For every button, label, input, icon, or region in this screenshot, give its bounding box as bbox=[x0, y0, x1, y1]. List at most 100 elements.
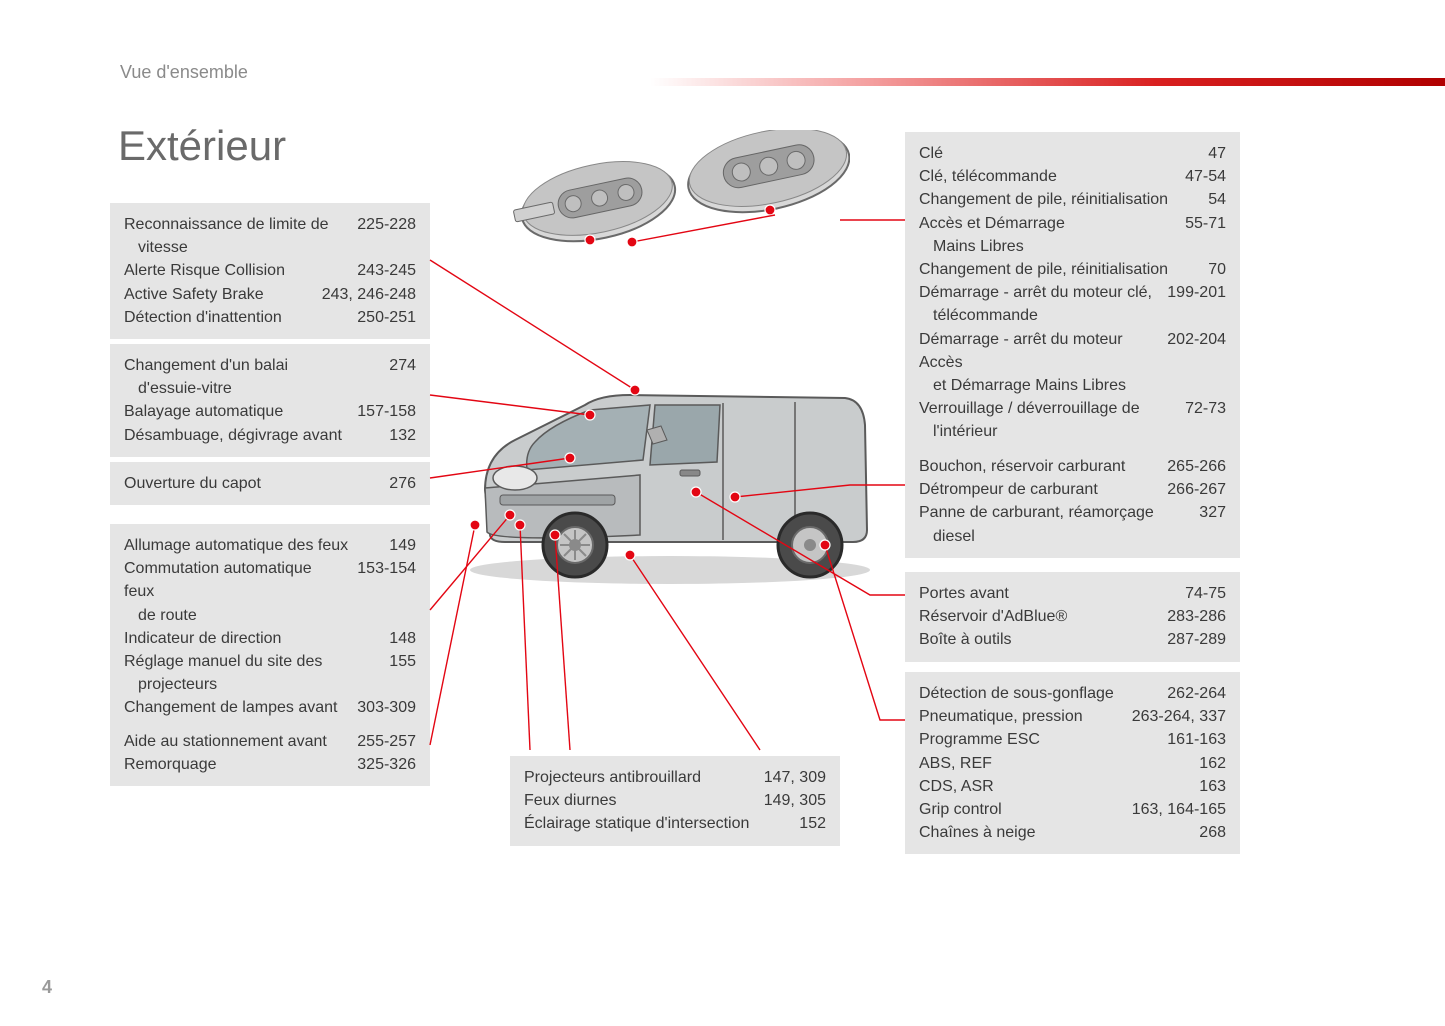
panel-keys: Clé47Clé, télécommande47-54Changement de… bbox=[905, 132, 1240, 477]
index-row: Balayage automatique157-158 bbox=[124, 400, 416, 423]
index-page: 70 bbox=[1208, 258, 1226, 281]
index-label: Désambuage, dégivrage avant bbox=[124, 424, 377, 447]
index-page: 262-264 bbox=[1167, 682, 1226, 705]
index-row: Pneumatique, pression263-264, 337 bbox=[919, 705, 1226, 728]
index-label: Clé, télécommande bbox=[919, 165, 1173, 188]
index-label: Indicateur de direction bbox=[124, 627, 377, 650]
index-row: Feux diurnes149, 305 bbox=[524, 789, 826, 812]
index-row: CDS, ASR 163 bbox=[919, 775, 1226, 798]
index-row: Changement de lampes avant303-309 bbox=[124, 696, 416, 719]
index-row: ABS, REF162 bbox=[919, 752, 1226, 775]
index-label: Détection de sous-gonflage bbox=[919, 682, 1155, 705]
index-label: Changement de pile, réinitialisation bbox=[919, 258, 1196, 281]
index-row: Changement de pile, réinitialisation 70 bbox=[919, 258, 1226, 281]
index-page: 325-326 bbox=[357, 753, 416, 776]
index-row: Éclairage statique d'intersection152 bbox=[524, 812, 826, 835]
index-page: 266-267 bbox=[1167, 478, 1226, 501]
index-row: Programme ESC 161-163 bbox=[919, 728, 1226, 751]
index-label: Détrompeur de carburant bbox=[919, 478, 1155, 501]
index-page: 225-228 bbox=[357, 213, 416, 259]
index-label: Remorquage bbox=[124, 753, 345, 776]
index-page: 243, 246-248 bbox=[322, 283, 416, 306]
index-row: Reconnaissance de limite devitesse 225-22… bbox=[124, 213, 416, 259]
index-page: 161-163 bbox=[1167, 728, 1226, 751]
index-page: 155 bbox=[389, 650, 416, 696]
index-label: Accès et DémarrageMains Libres bbox=[919, 212, 1173, 258]
page-title: Extérieur bbox=[118, 122, 286, 170]
index-page: 54 bbox=[1208, 188, 1226, 211]
index-page: 47 bbox=[1208, 142, 1226, 165]
index-page: 149, 305 bbox=[764, 789, 826, 812]
index-page: 157-158 bbox=[357, 400, 416, 423]
index-row: Accès et DémarrageMains Libres 55-71 bbox=[919, 212, 1226, 258]
index-page: 132 bbox=[389, 424, 416, 447]
index-label: Active Safety Brake bbox=[124, 283, 310, 306]
index-row: Indicateur de direction 148 bbox=[124, 627, 416, 650]
page-number: 4 bbox=[42, 977, 52, 998]
index-page: 276 bbox=[389, 472, 416, 495]
panel-tyres: Détection de sous-gonflage262-264Pneumat… bbox=[905, 672, 1240, 854]
index-label: Pneumatique, pression bbox=[919, 705, 1120, 728]
index-row: Portes avant 74-75 bbox=[919, 582, 1226, 605]
index-row: Changement de pile, réinitialisation 54 bbox=[919, 188, 1226, 211]
index-page: 250-251 bbox=[357, 306, 416, 329]
index-page: 199-201 bbox=[1167, 281, 1226, 327]
index-label: Programme ESC bbox=[919, 728, 1155, 751]
panel-doors: Portes avant 74-75 Réservoir d'AdBlue® 283-… bbox=[905, 572, 1240, 662]
index-row: Détection de sous-gonflage 262-264 bbox=[919, 682, 1226, 705]
index-row: Chaînes à neige268 bbox=[919, 821, 1226, 844]
index-page: 162 bbox=[1199, 752, 1226, 775]
index-page: 287-289 bbox=[1167, 628, 1226, 651]
index-label: Verrouillage / déverrouillage del'intéri… bbox=[919, 397, 1173, 443]
index-label: Boîte à outils bbox=[919, 628, 1155, 651]
index-page: 148 bbox=[389, 627, 416, 650]
index-page: 72-73 bbox=[1185, 397, 1226, 443]
index-row: Démarrage - arrêt du moteur clé,télécomm… bbox=[919, 281, 1226, 327]
index-page: 265-266 bbox=[1167, 455, 1226, 478]
index-label: Réservoir d'AdBlue® bbox=[919, 605, 1155, 628]
index-label: Clé bbox=[919, 142, 1196, 165]
index-label: Portes avant bbox=[919, 582, 1173, 605]
index-row: Détrompeur de carburant 266-267 bbox=[919, 478, 1226, 501]
index-label: Détection d'inattention bbox=[124, 306, 345, 329]
index-row: Réglage manuel du site desprojecteurs 155 bbox=[124, 650, 416, 696]
index-page: 163, 164-165 bbox=[1132, 798, 1226, 821]
index-row: Projecteurs antibrouillard147, 309 bbox=[524, 766, 826, 789]
index-page: 55-71 bbox=[1185, 212, 1226, 258]
index-page: 163 bbox=[1199, 775, 1226, 798]
section-header: Vue d'ensemble bbox=[120, 62, 248, 83]
index-page: 327 bbox=[1199, 501, 1226, 547]
index-label: Changement d'un balaid'essuie-vitre bbox=[124, 354, 377, 400]
index-row: Changement d'un balaid'essuie-vitre 274 bbox=[124, 354, 416, 400]
index-row: Bouchon, réservoir carburant 265-266 bbox=[919, 455, 1226, 478]
index-row: Grip control163, 164-165 bbox=[919, 798, 1226, 821]
index-label: Changement de lampes avant bbox=[124, 696, 345, 719]
index-label: Allumage automatique des feux bbox=[124, 534, 377, 557]
index-label: Commutation automatique feuxde route bbox=[124, 557, 345, 627]
index-label: Bouchon, réservoir carburant bbox=[919, 455, 1155, 478]
index-page: 243-245 bbox=[357, 259, 416, 282]
index-row: Remorquage 325-326 bbox=[124, 753, 416, 776]
panel-safety-assist: Reconnaissance de limite devitesse 225-22… bbox=[110, 203, 430, 339]
index-row: Commutation automatique feuxde route153-… bbox=[124, 557, 416, 627]
index-page: 255-257 bbox=[357, 730, 416, 753]
panel-wipers: Changement d'un balaid'essuie-vitre 274Ba… bbox=[110, 344, 430, 457]
index-row: Active Safety Brake 243, 246-248 bbox=[124, 283, 416, 306]
index-row: Ouverture du capot276 bbox=[124, 472, 416, 495]
index-label: Changement de pile, réinitialisation bbox=[919, 188, 1196, 211]
index-page: 274 bbox=[389, 354, 416, 400]
index-row: Démarrage - arrêt du moteur Accèset Déma… bbox=[919, 328, 1226, 398]
index-page: 202-204 bbox=[1167, 328, 1226, 398]
index-page: 153-154 bbox=[357, 557, 416, 627]
index-label: Alerte Risque Collision bbox=[124, 259, 345, 282]
index-label: Reconnaissance de limite devitesse bbox=[124, 213, 345, 259]
index-page: 74-75 bbox=[1185, 582, 1226, 605]
index-page: 283-286 bbox=[1167, 605, 1226, 628]
panel-bonnet: Ouverture du capot276 bbox=[110, 462, 430, 505]
index-label: Démarrage - arrêt du moteur Accèset Déma… bbox=[919, 328, 1155, 398]
panel-fuel: Bouchon, réservoir carburant265-266Détro… bbox=[905, 445, 1240, 558]
index-row: Clé, télécommande47-54 bbox=[919, 165, 1226, 188]
index-label: Réglage manuel du site desprojecteurs bbox=[124, 650, 377, 696]
index-row: Réservoir d'AdBlue® 283-286 bbox=[919, 605, 1226, 628]
index-label: CDS, ASR bbox=[919, 775, 1187, 798]
